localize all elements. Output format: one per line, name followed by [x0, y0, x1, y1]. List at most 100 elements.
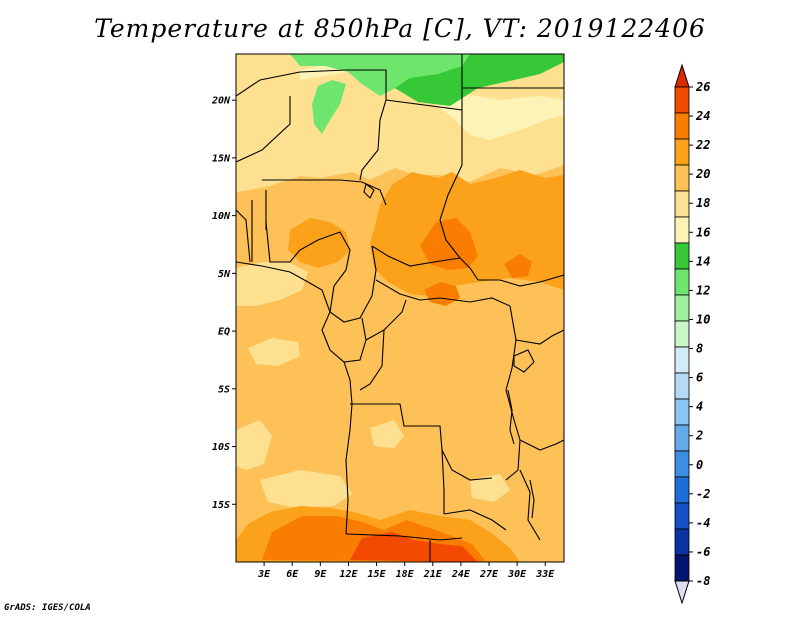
border-malawi [519, 469, 541, 541]
lon-tick-label: 33E [535, 569, 555, 580]
lon-tick-label: 3E [257, 569, 271, 580]
colorbar-segment [674, 294, 690, 322]
colorbar-bottom-arrow [674, 580, 690, 605]
border-chad-car [371, 245, 461, 267]
colorbar-segment [674, 138, 690, 166]
colorbar-segment [674, 528, 690, 556]
lat-tick-label: 20N [211, 96, 231, 107]
lon-tick-label: 27E [479, 569, 499, 580]
colorbar-segment [674, 86, 690, 114]
border-libya-west [346, 69, 387, 181]
band-10-12-north [290, 54, 470, 96]
lat-tick-label: 5S [218, 384, 230, 395]
colorbar-label: -8 [696, 574, 710, 588]
border-angola-zambia [441, 449, 445, 514]
colorbar-segment [674, 346, 690, 374]
lake-victoria [513, 349, 535, 373]
border-sudan-south [478, 274, 564, 287]
colorbar-label: 12 [696, 283, 710, 297]
colorbar-label: -2 [696, 487, 710, 501]
lat-tick-label: 10S [212, 442, 230, 453]
lake-malawi [529, 479, 535, 519]
colorbar-segment [674, 372, 690, 400]
band-16-18-gabon [248, 338, 300, 366]
lon-tick-label: 12E [339, 569, 358, 580]
lon-tick-label: 24E [451, 569, 471, 580]
border-mali [236, 96, 291, 163]
lon-tick-label: 6E [286, 569, 299, 580]
band-16-18-congo [370, 420, 404, 448]
band-16-18-coast [236, 262, 308, 306]
band-16-18-zambia [470, 474, 510, 502]
band-16-18-angola-west [236, 420, 272, 470]
border-car-south [375, 279, 511, 307]
border-libya-chad [385, 99, 463, 165]
border-niger [262, 179, 387, 206]
longitude-axis: 3E 6E 9E 12E 15E 18E 21E 24E 27E 30E 33E [257, 562, 555, 580]
colorbar-segment [674, 268, 690, 296]
border-tanzania [519, 439, 564, 451]
lon-tick-label: 30E [507, 569, 527, 580]
colorbar-label: 26 [695, 80, 710, 94]
border-benin-togo [251, 190, 267, 262]
colorbar-segment [674, 320, 690, 348]
colorbar-label: 18 [696, 196, 710, 210]
colorbar-label: 0 [696, 458, 703, 472]
border-ghana [236, 209, 251, 263]
colorbar-top-arrow [674, 63, 690, 88]
colorbar-label: 16 [696, 225, 710, 239]
border-zambia-south [443, 509, 507, 531]
colorbar-segment [674, 242, 690, 270]
band-22-24-sudan [504, 254, 532, 278]
colorbar-label: 22 [695, 138, 710, 152]
temperature-map [236, 54, 564, 562]
colorbar-segment [674, 398, 690, 426]
country-borders [236, 54, 564, 562]
band-10-12-atlas [312, 80, 346, 134]
lake-chad [363, 183, 375, 199]
lat-tick-label: 15S [212, 500, 230, 511]
colorbar-label: -6 [696, 545, 710, 559]
colorbar-label: -4 [696, 516, 710, 530]
colorbar-label: 10 [696, 312, 710, 326]
lat-tick-label: 15N [212, 153, 231, 164]
band-20-22-nigeria [288, 218, 350, 268]
colorbar-label: 4 [696, 400, 703, 414]
colorbar-label: 14 [696, 254, 710, 268]
border-drc-east [505, 305, 521, 481]
band-24-26-south [350, 532, 478, 562]
lon-tick-label: 9E [314, 569, 327, 580]
border-angola-namibia [345, 533, 463, 541]
lake-tanganyika [507, 389, 515, 445]
colorbar-segment [674, 112, 690, 140]
border-congo-drc [359, 299, 407, 391]
lat-tick-label: 10N [212, 211, 231, 222]
colorbar-label: 2 [695, 429, 703, 443]
colorbar-segment [674, 216, 690, 244]
colorbar-segment [674, 476, 690, 504]
colorbar-label: 24 [695, 109, 710, 123]
lon-tick-label: 21E [423, 569, 443, 580]
coastline-west [236, 261, 353, 535]
map-frame [235, 53, 565, 563]
lat-tick-label: EQ [218, 327, 230, 338]
map-title: Temperature at 850hPa [C], VT: 201912240… [94, 14, 706, 43]
border-algeria [236, 69, 347, 97]
border-nigeria [265, 221, 351, 287]
colorbar-label: 8 [696, 342, 703, 356]
border-chad-sudan [439, 164, 479, 281]
colorbar-label: 6 [696, 371, 703, 385]
colorbar-segment [674, 190, 690, 218]
lat-tick-label: 5N [218, 269, 231, 280]
band-16-18-angola-south [260, 470, 352, 508]
border-east-africa [515, 329, 564, 345]
border-drc-angola [350, 403, 493, 481]
grads-credit: GrADS: IGES/COLA [4, 603, 91, 613]
lon-tick-label: 18E [396, 569, 415, 580]
lon-tick-label: 15E [368, 569, 387, 580]
latitude-axis: 20N 15N 10N 5N EQ 5S 10S 15S [211, 96, 236, 511]
colorbar-label: 20 [695, 167, 710, 181]
colorbar-segment [674, 424, 690, 452]
